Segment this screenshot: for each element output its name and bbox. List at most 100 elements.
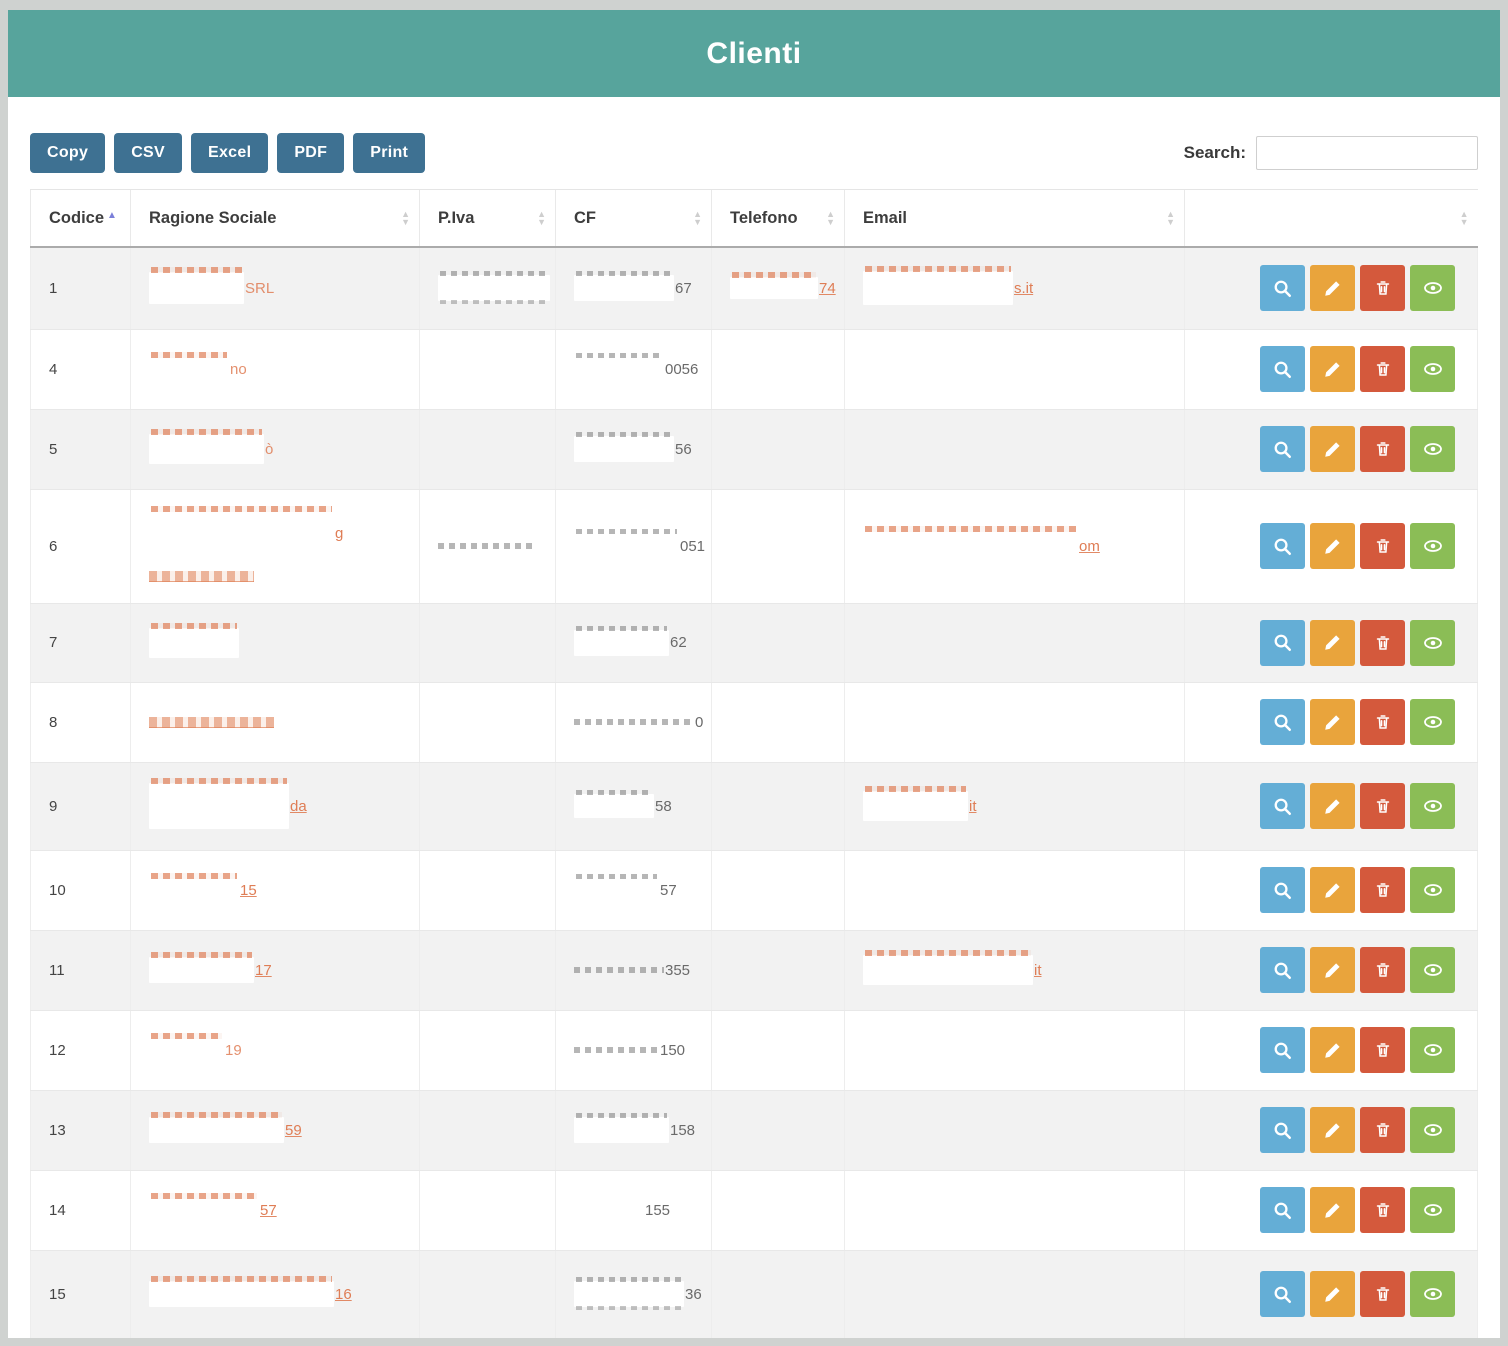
row-edit-button[interactable] — [1310, 783, 1355, 829]
row-edit-button[interactable] — [1310, 619, 1355, 666]
row-view-button[interactable] — [1410, 783, 1455, 829]
row-search-button[interactable] — [1260, 867, 1305, 913]
row-edit-button[interactable] — [1310, 1271, 1355, 1317]
client-name-link[interactable] — [149, 716, 401, 728]
copy-button[interactable]: Copy — [30, 133, 106, 173]
search-input[interactable] — [1256, 136, 1478, 170]
row-edit-button[interactable] — [1310, 867, 1355, 913]
row-search-button[interactable] — [1260, 523, 1305, 569]
row-edit-button[interactable] — [1310, 265, 1355, 312]
trash-icon — [1373, 359, 1393, 379]
row-delete-button[interactable] — [1360, 783, 1405, 829]
row-view-button[interactable] — [1410, 867, 1455, 913]
column-header-ragione-sociale[interactable]: Ragione Sociale ▲ ▼ — [130, 189, 420, 248]
row-search-button[interactable] — [1260, 1027, 1305, 1073]
column-header-cf[interactable]: CF ▲ ▼ — [555, 189, 712, 248]
client-name-link[interactable]: SRL — [149, 267, 401, 305]
cell-client-name: da — [130, 762, 420, 851]
client-name-link[interactable]: ò — [149, 429, 401, 464]
row-search-button[interactable] — [1260, 1107, 1305, 1153]
row-search-button[interactable] — [1260, 619, 1305, 666]
row-delete-button[interactable] — [1360, 1027, 1405, 1073]
telefono-link[interactable]: 74 — [730, 272, 836, 300]
row-edit-button[interactable] — [1310, 1107, 1355, 1153]
row-delete-button[interactable] — [1360, 346, 1405, 392]
row-delete-button[interactable] — [1360, 1271, 1405, 1317]
row-edit-button[interactable] — [1310, 699, 1355, 745]
row-delete-button[interactable] — [1360, 426, 1405, 472]
email-link[interactable]: it — [863, 786, 1166, 821]
cell-client-name: no — [130, 329, 420, 410]
client-name-link[interactable]: da — [149, 778, 401, 829]
row-search-button[interactable] — [1260, 265, 1305, 312]
column-header-telefono[interactable]: Telefono ▲ ▼ — [711, 189, 845, 248]
column-header-email[interactable]: Email ▲ ▼ — [844, 189, 1185, 248]
print-button[interactable]: Print — [353, 133, 426, 173]
email-link[interactable]: it — [863, 950, 1166, 985]
sort-both-icon: ▲ ▼ — [1459, 209, 1469, 227]
row-view-button[interactable] — [1410, 1027, 1455, 1073]
row-view-button[interactable] — [1410, 265, 1455, 312]
row-delete-button[interactable] — [1360, 265, 1405, 312]
row-delete-button[interactable] — [1360, 1187, 1405, 1233]
row-delete-button[interactable] — [1360, 523, 1405, 569]
cell-email — [844, 409, 1185, 490]
row-view-button[interactable] — [1410, 1271, 1455, 1317]
client-name-link[interactable]: 57 — [149, 1193, 401, 1222]
row-search-button[interactable] — [1260, 426, 1305, 472]
row-edit-button[interactable] — [1310, 523, 1355, 569]
client-name-link[interactable]: no — [149, 352, 401, 381]
row-delete-button[interactable] — [1360, 619, 1405, 666]
csv-button[interactable]: CSV — [114, 133, 183, 173]
client-name-link[interactable]: g — [149, 505, 401, 582]
client-name-link[interactable]: 17 — [149, 952, 401, 983]
row-view-button[interactable] — [1410, 947, 1455, 993]
row-search-button[interactable] — [1260, 783, 1305, 829]
row-view-button[interactable] — [1410, 523, 1455, 569]
row-view-button[interactable] — [1410, 1107, 1455, 1153]
email-link[interactable]: s.it — [863, 266, 1166, 306]
row-delete-button[interactable] — [1360, 699, 1405, 745]
row-search-button[interactable] — [1260, 346, 1305, 392]
row-view-button[interactable] — [1410, 346, 1455, 392]
row-edit-button[interactable] — [1310, 346, 1355, 392]
cell-email — [844, 1090, 1185, 1171]
row-view-button[interactable] — [1410, 699, 1455, 745]
clients-page: Clienti Copy CSV Excel PDF Print Search: Cod… — [8, 10, 1500, 1338]
cf-value: 57 — [574, 874, 693, 902]
redaction-box — [863, 526, 1078, 561]
row-view-button[interactable] — [1410, 619, 1455, 666]
row-view-button[interactable] — [1410, 426, 1455, 472]
client-name-link[interactable] — [149, 622, 401, 658]
row-search-button[interactable] — [1260, 1187, 1305, 1233]
excel-button[interactable]: Excel — [191, 133, 269, 173]
row-search-button[interactable] — [1260, 699, 1305, 745]
row-edit-button[interactable] — [1310, 947, 1355, 993]
pdf-button[interactable]: PDF — [277, 133, 345, 173]
row-edit-button[interactable] — [1310, 1027, 1355, 1073]
row-search-button[interactable] — [1260, 1271, 1305, 1317]
row-delete-button[interactable] — [1360, 867, 1405, 913]
client-name-link[interactable]: 19 — [149, 1033, 401, 1062]
row-edit-button[interactable] — [1310, 426, 1355, 472]
email-link[interactable]: om — [863, 526, 1166, 561]
cell-telefono — [711, 930, 845, 1011]
row-search-button[interactable] — [1260, 947, 1305, 993]
client-name-link[interactable]: 15 — [149, 873, 401, 902]
client-name-link[interactable]: 16 — [149, 1276, 401, 1307]
row-view-button[interactable] — [1410, 1187, 1455, 1233]
column-header-actions[interactable]: ▲ ▼ — [1184, 189, 1478, 248]
client-name-link[interactable]: 59 — [149, 1112, 401, 1143]
table-toolbar: Copy CSV Excel PDF Print Search: — [30, 133, 1478, 173]
column-header-p-iva[interactable]: P.Iva ▲ ▼ — [419, 189, 556, 248]
cell-piva — [419, 1010, 556, 1091]
redacted-text-smudge — [149, 570, 254, 582]
visible-text-fragment: 58 — [655, 797, 672, 815]
row-delete-button[interactable] — [1360, 1107, 1405, 1153]
pencil-icon — [1323, 1201, 1342, 1220]
row-delete-button[interactable] — [1360, 947, 1405, 993]
cell-piva — [419, 603, 556, 683]
cell-codice: 12 — [30, 1010, 131, 1091]
row-edit-button[interactable] — [1310, 1187, 1355, 1233]
column-header-codice[interactable]: Codice ▲ — [30, 189, 131, 248]
